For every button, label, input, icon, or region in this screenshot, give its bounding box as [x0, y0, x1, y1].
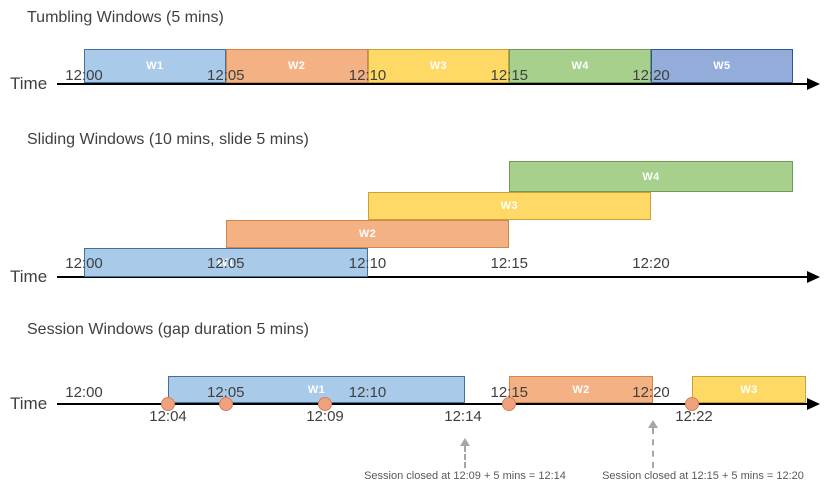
- time-tick-label: 12:10: [348, 384, 387, 401]
- time-tick-label: 12:20: [632, 384, 670, 401]
- window-label: W1: [217, 256, 235, 269]
- session-closed-annotation: Session closed at 12:09 + 5 mins = 12:14: [364, 470, 566, 482]
- event-time-label: 12:14: [444, 408, 482, 425]
- time-axis-label: Time: [10, 267, 48, 286]
- callout-dashed-line: [652, 428, 654, 468]
- diagram-title: Sliding Windows (10 mins, slide 5 mins): [27, 131, 309, 148]
- time-axis-line: [57, 83, 808, 85]
- window-label: W1: [146, 60, 164, 72]
- event-dot: [219, 397, 233, 411]
- window-bar-w4: W4: [509, 161, 793, 192]
- window-label: W5: [713, 60, 731, 72]
- window-label: W3: [429, 60, 448, 72]
- event-time-label: 12:09: [306, 408, 344, 425]
- time-tick-label: 12:05: [206, 255, 245, 272]
- window-label: W1: [307, 383, 326, 396]
- time-tick-label: 12:00: [65, 255, 103, 272]
- axis-arrowhead-icon: [807, 398, 820, 410]
- time-tick-label: 12:10: [348, 255, 387, 272]
- time-axis-label: Time: [10, 394, 48, 413]
- diagram-title: Tumbling Windows (5 mins): [27, 9, 224, 26]
- time-axis-label: Time: [10, 74, 48, 93]
- time-tick-label: 12:20: [632, 67, 670, 84]
- time-tick-label: 12:15: [490, 67, 529, 84]
- session-closed-annotation: Session closed at 12:15 + 5 mins = 12:20: [602, 470, 804, 482]
- window-bar-w3: W3: [367, 192, 651, 220]
- time-axis-line: [57, 276, 808, 278]
- time-tick-label: 12:15: [490, 384, 529, 401]
- window-bar-w1: W1: [84, 248, 368, 277]
- window-label: W2: [358, 228, 377, 240]
- window-bar-w2: W2: [225, 49, 368, 83]
- diagram-title: Session Windows (gap duration 5 mins): [27, 321, 309, 338]
- event-dot: [161, 397, 175, 411]
- window-bar-w3: W3: [692, 376, 806, 403]
- window-label: W3: [740, 383, 758, 396]
- window-bar-w2: W2: [509, 376, 653, 403]
- time-tick-label: 12:00: [65, 67, 103, 84]
- callout-dashed-line: [464, 446, 466, 468]
- event-dot: [502, 397, 516, 411]
- window-label: W4: [571, 60, 589, 72]
- window-label: W2: [572, 383, 590, 396]
- event-time-label: 12:22: [675, 408, 713, 425]
- window-bar-w2: W2: [225, 220, 510, 248]
- event-dot: [318, 397, 332, 411]
- axis-arrowhead-icon: [807, 271, 820, 283]
- window-bar-w4: W4: [509, 49, 651, 83]
- event-time-label: 12:04: [149, 408, 187, 425]
- window-bar-w1: W1: [168, 376, 465, 403]
- time-tick-label: 12:05: [206, 384, 245, 401]
- window-label: W2: [287, 60, 306, 72]
- window-bar-w3: W3: [367, 49, 510, 83]
- time-axis-line: [57, 403, 808, 405]
- arrowhead-up-icon: [648, 420, 658, 428]
- axis-arrowhead-icon: [807, 78, 820, 90]
- time-tick-label: 12:20: [632, 255, 670, 272]
- time-tick-label: 12:05: [206, 67, 245, 84]
- window-bar-w1: W1: [84, 49, 226, 83]
- time-tick-label: 12:15: [490, 255, 529, 272]
- arrowhead-up-icon: [460, 438, 470, 446]
- event-dot: [685, 397, 699, 411]
- window-label: W3: [500, 200, 518, 212]
- time-tick-label: 12:00: [65, 384, 103, 401]
- window-bar-w5: W5: [651, 49, 793, 83]
- time-tick-label: 12:10: [348, 67, 387, 84]
- window-label: W4: [642, 170, 660, 183]
